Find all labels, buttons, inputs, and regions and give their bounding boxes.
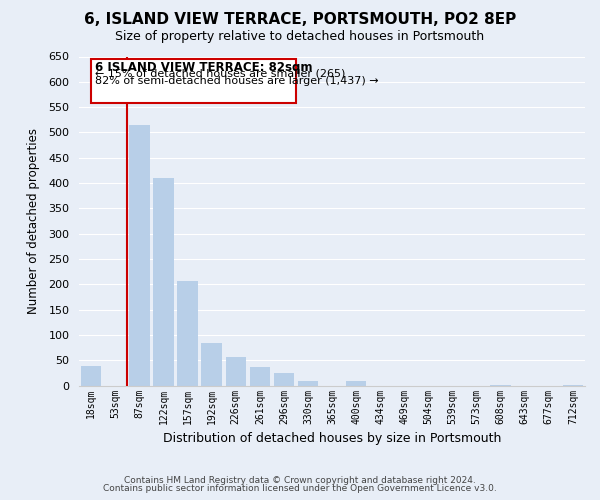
Text: Size of property relative to detached houses in Portsmouth: Size of property relative to detached ho… <box>115 30 485 43</box>
Bar <box>563 384 583 386</box>
X-axis label: Distribution of detached houses by size in Portsmouth: Distribution of detached houses by size … <box>163 432 501 445</box>
Bar <box>274 373 294 386</box>
Text: ← 15% of detached houses are smaller (265): ← 15% of detached houses are smaller (26… <box>95 68 345 78</box>
Bar <box>81 366 101 386</box>
Bar <box>129 125 149 386</box>
Bar <box>346 380 367 386</box>
Text: 6 ISLAND VIEW TERRACE: 82sqm: 6 ISLAND VIEW TERRACE: 82sqm <box>95 61 313 74</box>
Bar <box>298 380 318 386</box>
Bar <box>178 281 198 386</box>
Text: 6, ISLAND VIEW TERRACE, PORTSMOUTH, PO2 8EP: 6, ISLAND VIEW TERRACE, PORTSMOUTH, PO2 … <box>84 12 516 28</box>
Bar <box>91 58 296 103</box>
Bar <box>490 384 511 386</box>
Text: 82% of semi-detached houses are larger (1,437) →: 82% of semi-detached houses are larger (… <box>95 76 379 86</box>
Text: Contains public sector information licensed under the Open Government Licence v3: Contains public sector information licen… <box>103 484 497 493</box>
Text: Contains HM Land Registry data © Crown copyright and database right 2024.: Contains HM Land Registry data © Crown c… <box>124 476 476 485</box>
Y-axis label: Number of detached properties: Number of detached properties <box>27 128 40 314</box>
Bar <box>226 357 246 386</box>
Bar <box>153 178 174 386</box>
Bar <box>202 343 222 386</box>
Bar <box>250 367 270 386</box>
